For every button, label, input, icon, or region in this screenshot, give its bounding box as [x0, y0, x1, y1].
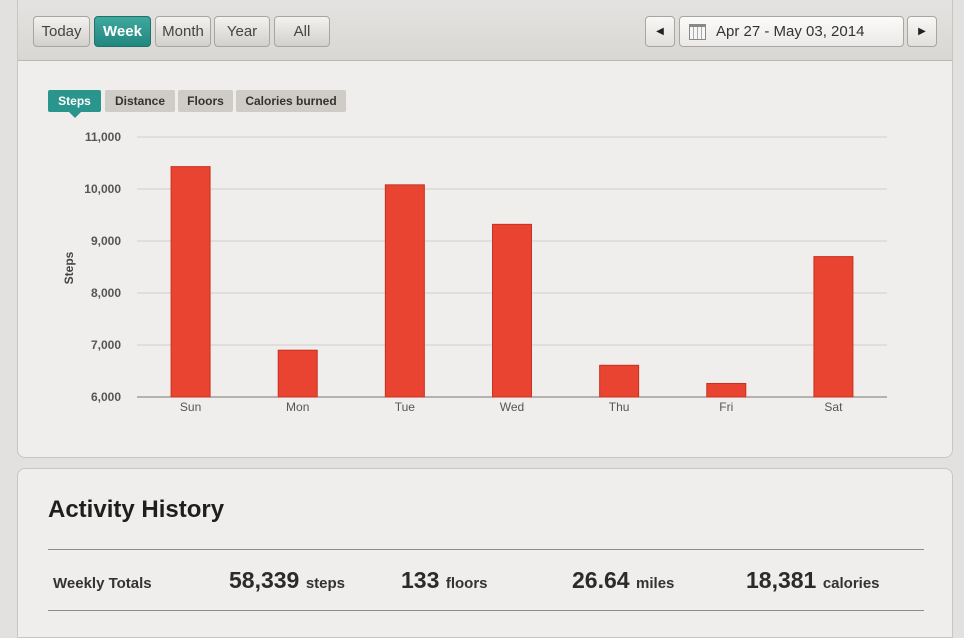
x-tick-label: Mon: [286, 400, 309, 414]
x-tick-label: Tue: [395, 400, 416, 414]
divider: [48, 549, 924, 550]
y-tick-label: 7,000: [91, 338, 121, 352]
total-floors-unit: floors: [445, 575, 488, 592]
range-button-month[interactable]: Month: [155, 16, 211, 47]
next-period-button[interactable]: ▶: [907, 16, 937, 47]
activity-history-title: Activity History: [48, 496, 225, 523]
x-tick-label: Sat: [824, 400, 843, 414]
tab-floors[interactable]: Floors: [178, 90, 233, 112]
range-button-week[interactable]: Week: [94, 16, 151, 47]
total-steps-unit: steps: [305, 575, 345, 592]
bar-tue[interactable]: [384, 184, 425, 398]
activity-history-panel: Activity History Weekly Totals 58,339 st…: [17, 468, 953, 638]
caret-right-icon: ▶: [918, 26, 926, 37]
y-axis-label: Steps: [62, 251, 76, 284]
total-floors-value: 133: [401, 567, 440, 593]
caret-left-icon: ◀: [656, 26, 664, 37]
bar-sun[interactable]: [170, 166, 211, 398]
tab-calories-burned[interactable]: Calories burned: [236, 90, 346, 112]
total-floors: 133 floors: [401, 567, 488, 594]
x-tick-label: Fri: [719, 400, 733, 414]
date-range-toolbar: Today Week Month Year All ◀ Apr 27 - May…: [18, 0, 952, 61]
y-tick-label: 6,000: [91, 390, 121, 404]
x-tick-label: Sun: [180, 400, 201, 414]
tab-distance[interactable]: Distance: [105, 90, 175, 112]
date-range-picker[interactable]: Apr 27 - May 03, 2014: [679, 16, 904, 47]
calendar-icon: [689, 23, 706, 40]
range-button-all[interactable]: All: [274, 16, 330, 47]
total-calories: 18,381 calories: [746, 567, 880, 594]
total-miles-unit: miles: [636, 575, 675, 592]
total-steps-value: 58,339: [229, 567, 300, 593]
previous-period-button[interactable]: ◀: [645, 16, 675, 47]
weekly-totals-label: Weekly Totals: [53, 575, 152, 592]
range-button-year[interactable]: Year: [214, 16, 270, 47]
total-miles-value: 26.64: [572, 567, 630, 593]
bar-thu[interactable]: [599, 364, 640, 398]
total-calories-value: 18,381: [746, 567, 817, 593]
total-calories-unit: calories: [822, 575, 880, 592]
x-tick-label: Wed: [500, 400, 524, 414]
bar-fri[interactable]: [706, 382, 747, 398]
range-button-today[interactable]: Today: [33, 16, 90, 47]
divider: [48, 610, 924, 611]
y-tick-label: 10,000: [84, 182, 121, 196]
tab-steps[interactable]: Steps: [48, 90, 101, 118]
x-tick-label: Thu: [609, 400, 630, 414]
total-miles: 26.64 miles: [572, 567, 674, 594]
y-tick-label: 11,000: [85, 130, 121, 144]
y-tick-label: 8,000: [91, 286, 121, 300]
y-tick-label: 9,000: [91, 234, 121, 248]
bar-sat[interactable]: [813, 256, 854, 398]
date-range-label: Apr 27 - May 03, 2014: [716, 23, 865, 40]
total-steps: 58,339 steps: [229, 567, 345, 594]
bar-wed[interactable]: [492, 223, 532, 398]
steps-bar-chart: 6,000 7,000 8,000 9,000 10,000 11,000 Steps Sun…: [62, 130, 887, 414]
bar-mon[interactable]: [277, 349, 318, 398]
